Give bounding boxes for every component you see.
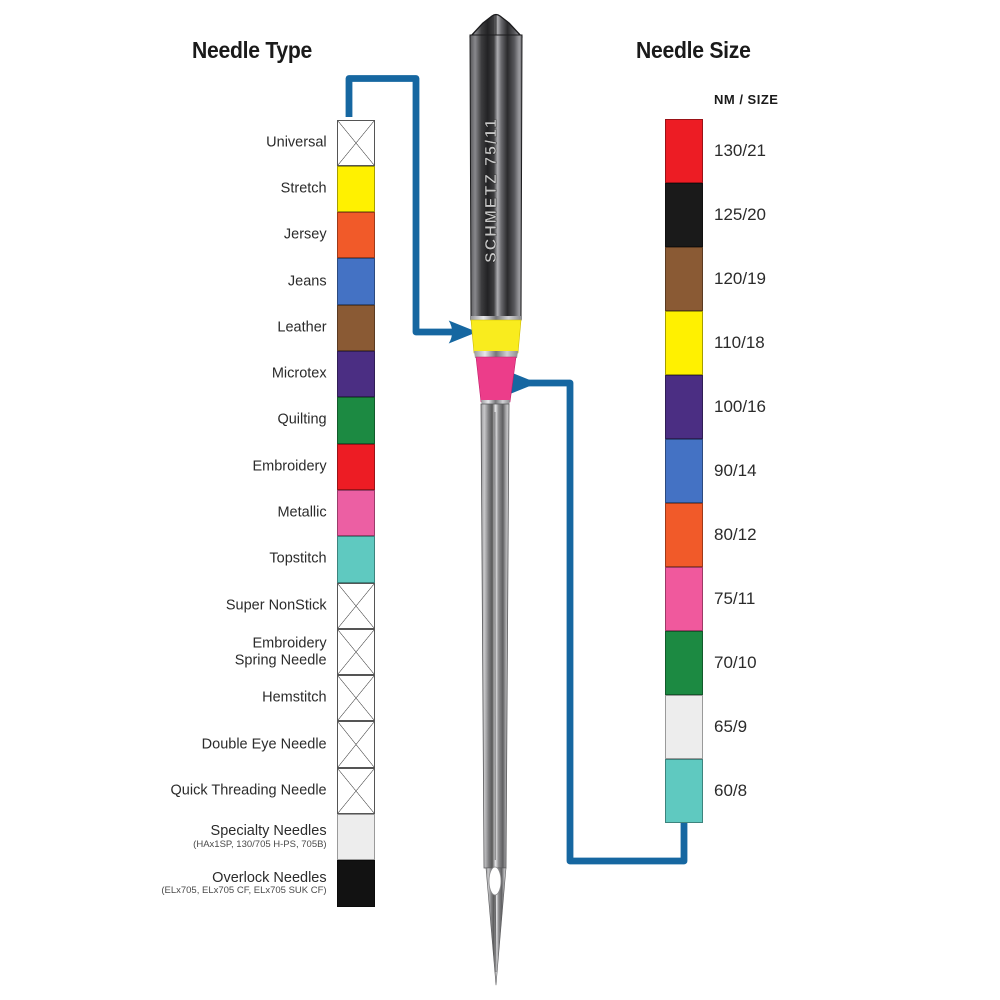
svg-text:SCHMETZ 75/11: SCHMETZ 75/11 <box>483 117 500 263</box>
